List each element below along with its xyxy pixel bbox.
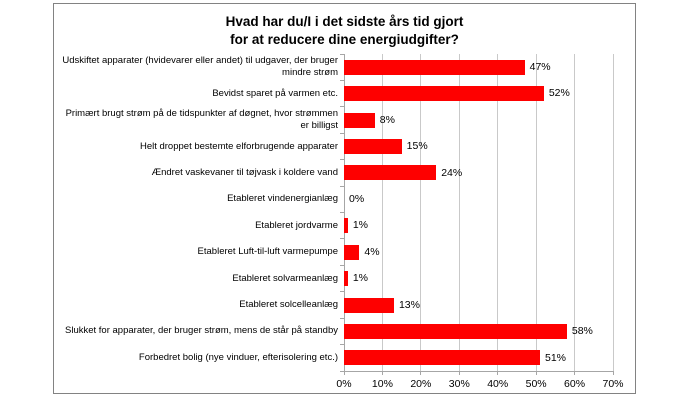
bar-value-label: 0%	[349, 193, 365, 206]
x-axis-tick	[381, 371, 383, 375]
x-axis-tick	[420, 371, 422, 375]
category-axis-tick	[340, 185, 344, 187]
x-axis-tick-label: 20%	[410, 378, 432, 390]
category-axis-tick	[340, 264, 344, 266]
gridline	[458, 54, 460, 371]
bar-row: 52%	[344, 80, 613, 106]
category-axis-tick	[340, 370, 344, 372]
value-axis-line	[343, 54, 345, 371]
gridline	[535, 54, 537, 371]
category-label: Etableret solvarmeanlæg	[232, 272, 338, 284]
bar-row: 1%	[344, 213, 613, 239]
bar-value-label: 24%	[441, 166, 463, 179]
category-axis-tick	[340, 106, 344, 108]
bar-value-label: 15%	[406, 140, 428, 153]
bar	[344, 165, 437, 181]
bar-value-label: 58%	[571, 325, 593, 338]
bar-value-label: 1%	[352, 272, 369, 285]
gridline	[612, 54, 614, 371]
bar	[344, 112, 375, 128]
category-label: Bevidst sparet på varmen etc.	[212, 87, 338, 99]
plot-area: 0% 10% 20% 30% 40% 50% 60% 70% 47% 52% 8% 15% 24% 0% 1…	[336, 53, 624, 390]
gridline	[574, 54, 576, 371]
category-axis-tick	[340, 212, 344, 213]
bar	[344, 297, 394, 313]
bar-row: 47%	[344, 54, 613, 80]
x-axis-tick	[343, 371, 345, 375]
chart-title-line1: Hvad har du/I i det sidste års tid gjort	[225, 14, 464, 29]
gridline	[497, 54, 499, 371]
x-axis-tick-label: 40%	[487, 378, 509, 390]
bar	[344, 59, 525, 75]
bar-row: 1%	[344, 265, 613, 291]
x-axis-tick-label: 60%	[564, 378, 586, 390]
category-label: Slukket for apparater, der bruger strøm,…	[65, 325, 338, 337]
x-axis-tick	[497, 371, 499, 375]
gridline	[420, 54, 422, 371]
bar-row: 4%	[344, 239, 613, 265]
category-label: Udskiftet apparater (hvidevarer eller an…	[62, 55, 338, 79]
x-axis-tick-label: 70%	[602, 378, 624, 390]
x-axis-tick	[574, 371, 576, 375]
bar	[344, 323, 567, 339]
bar	[344, 86, 544, 102]
bar	[344, 138, 402, 154]
bar	[344, 350, 540, 366]
bar	[344, 271, 348, 287]
category-label: Forbedret bolig (nye vinduer, efterisole…	[138, 351, 338, 363]
category-axis-tick	[340, 317, 344, 319]
category-label: Ændret vaskevaner til tøjvask i koldere …	[151, 166, 338, 178]
category-axis-labels: Udskiftet apparater (hvidevarer eller an…	[60, 54, 338, 371]
x-axis-tick	[612, 371, 614, 375]
x-axis-tick	[535, 371, 537, 375]
chart-title: Hvad har du/I i det sidste års tid gjort…	[54, 13, 635, 49]
category-axis-tick	[340, 291, 344, 293]
bar-row: 15%	[344, 133, 613, 159]
category-axis-tick	[340, 79, 344, 81]
bar-row: 0%	[344, 186, 613, 212]
category-axis-tick	[340, 53, 344, 55]
category-axis-tick	[340, 159, 344, 161]
bar-value-label: 52%	[548, 87, 570, 100]
category-label: Helt droppet bestemte elforbrugende appa…	[139, 140, 338, 152]
category-label: Primært brugt strøm på de tidspunkter af…	[65, 108, 338, 132]
category-axis-tick	[340, 132, 344, 134]
category-label: Etableret vindenergianlæg	[227, 193, 338, 205]
bar-row: 51%	[344, 345, 613, 371]
bar-value-label: 13%	[398, 298, 420, 311]
gridline	[381, 54, 383, 371]
bar-value-label: 47%	[529, 60, 551, 73]
bar	[344, 244, 360, 260]
bar	[344, 218, 348, 234]
bar-value-label: 8%	[379, 113, 395, 126]
chart-frame: Hvad har du/I i det sidste års tid gjort…	[53, 3, 636, 394]
bar-row: 58%	[344, 318, 613, 344]
category-label: Etableret Luft-til-luft varmepumpe	[197, 246, 338, 258]
category-label: Etableret jordvarme	[255, 219, 338, 231]
bar-rows: 47% 52% 8% 15% 24% 0% 1% 4% 1% 13% 58% 51%	[344, 54, 613, 371]
x-axis-tick	[458, 371, 460, 375]
category-axis-tick	[340, 344, 344, 346]
x-axis-tick-label: 50%	[525, 378, 547, 390]
x-axis-tick-label: 10%	[371, 378, 393, 390]
bar-row: 24%	[344, 160, 613, 186]
bar-value-label: 1%	[352, 219, 369, 232]
bar-value-label: 51%	[544, 351, 566, 364]
chart-title-line2: for at reducere dine energiudgifter?	[230, 32, 459, 48]
bar-value-label: 4%	[364, 245, 380, 258]
x-axis-tick-label: 30%	[448, 378, 470, 390]
bar-row: 13%	[344, 292, 613, 318]
x-axis-tick-label: 0%	[336, 378, 352, 390]
category-axis-tick	[340, 238, 344, 240]
category-label: Etableret solcelleanlæg	[239, 299, 338, 311]
bar-row: 8%	[344, 107, 613, 133]
